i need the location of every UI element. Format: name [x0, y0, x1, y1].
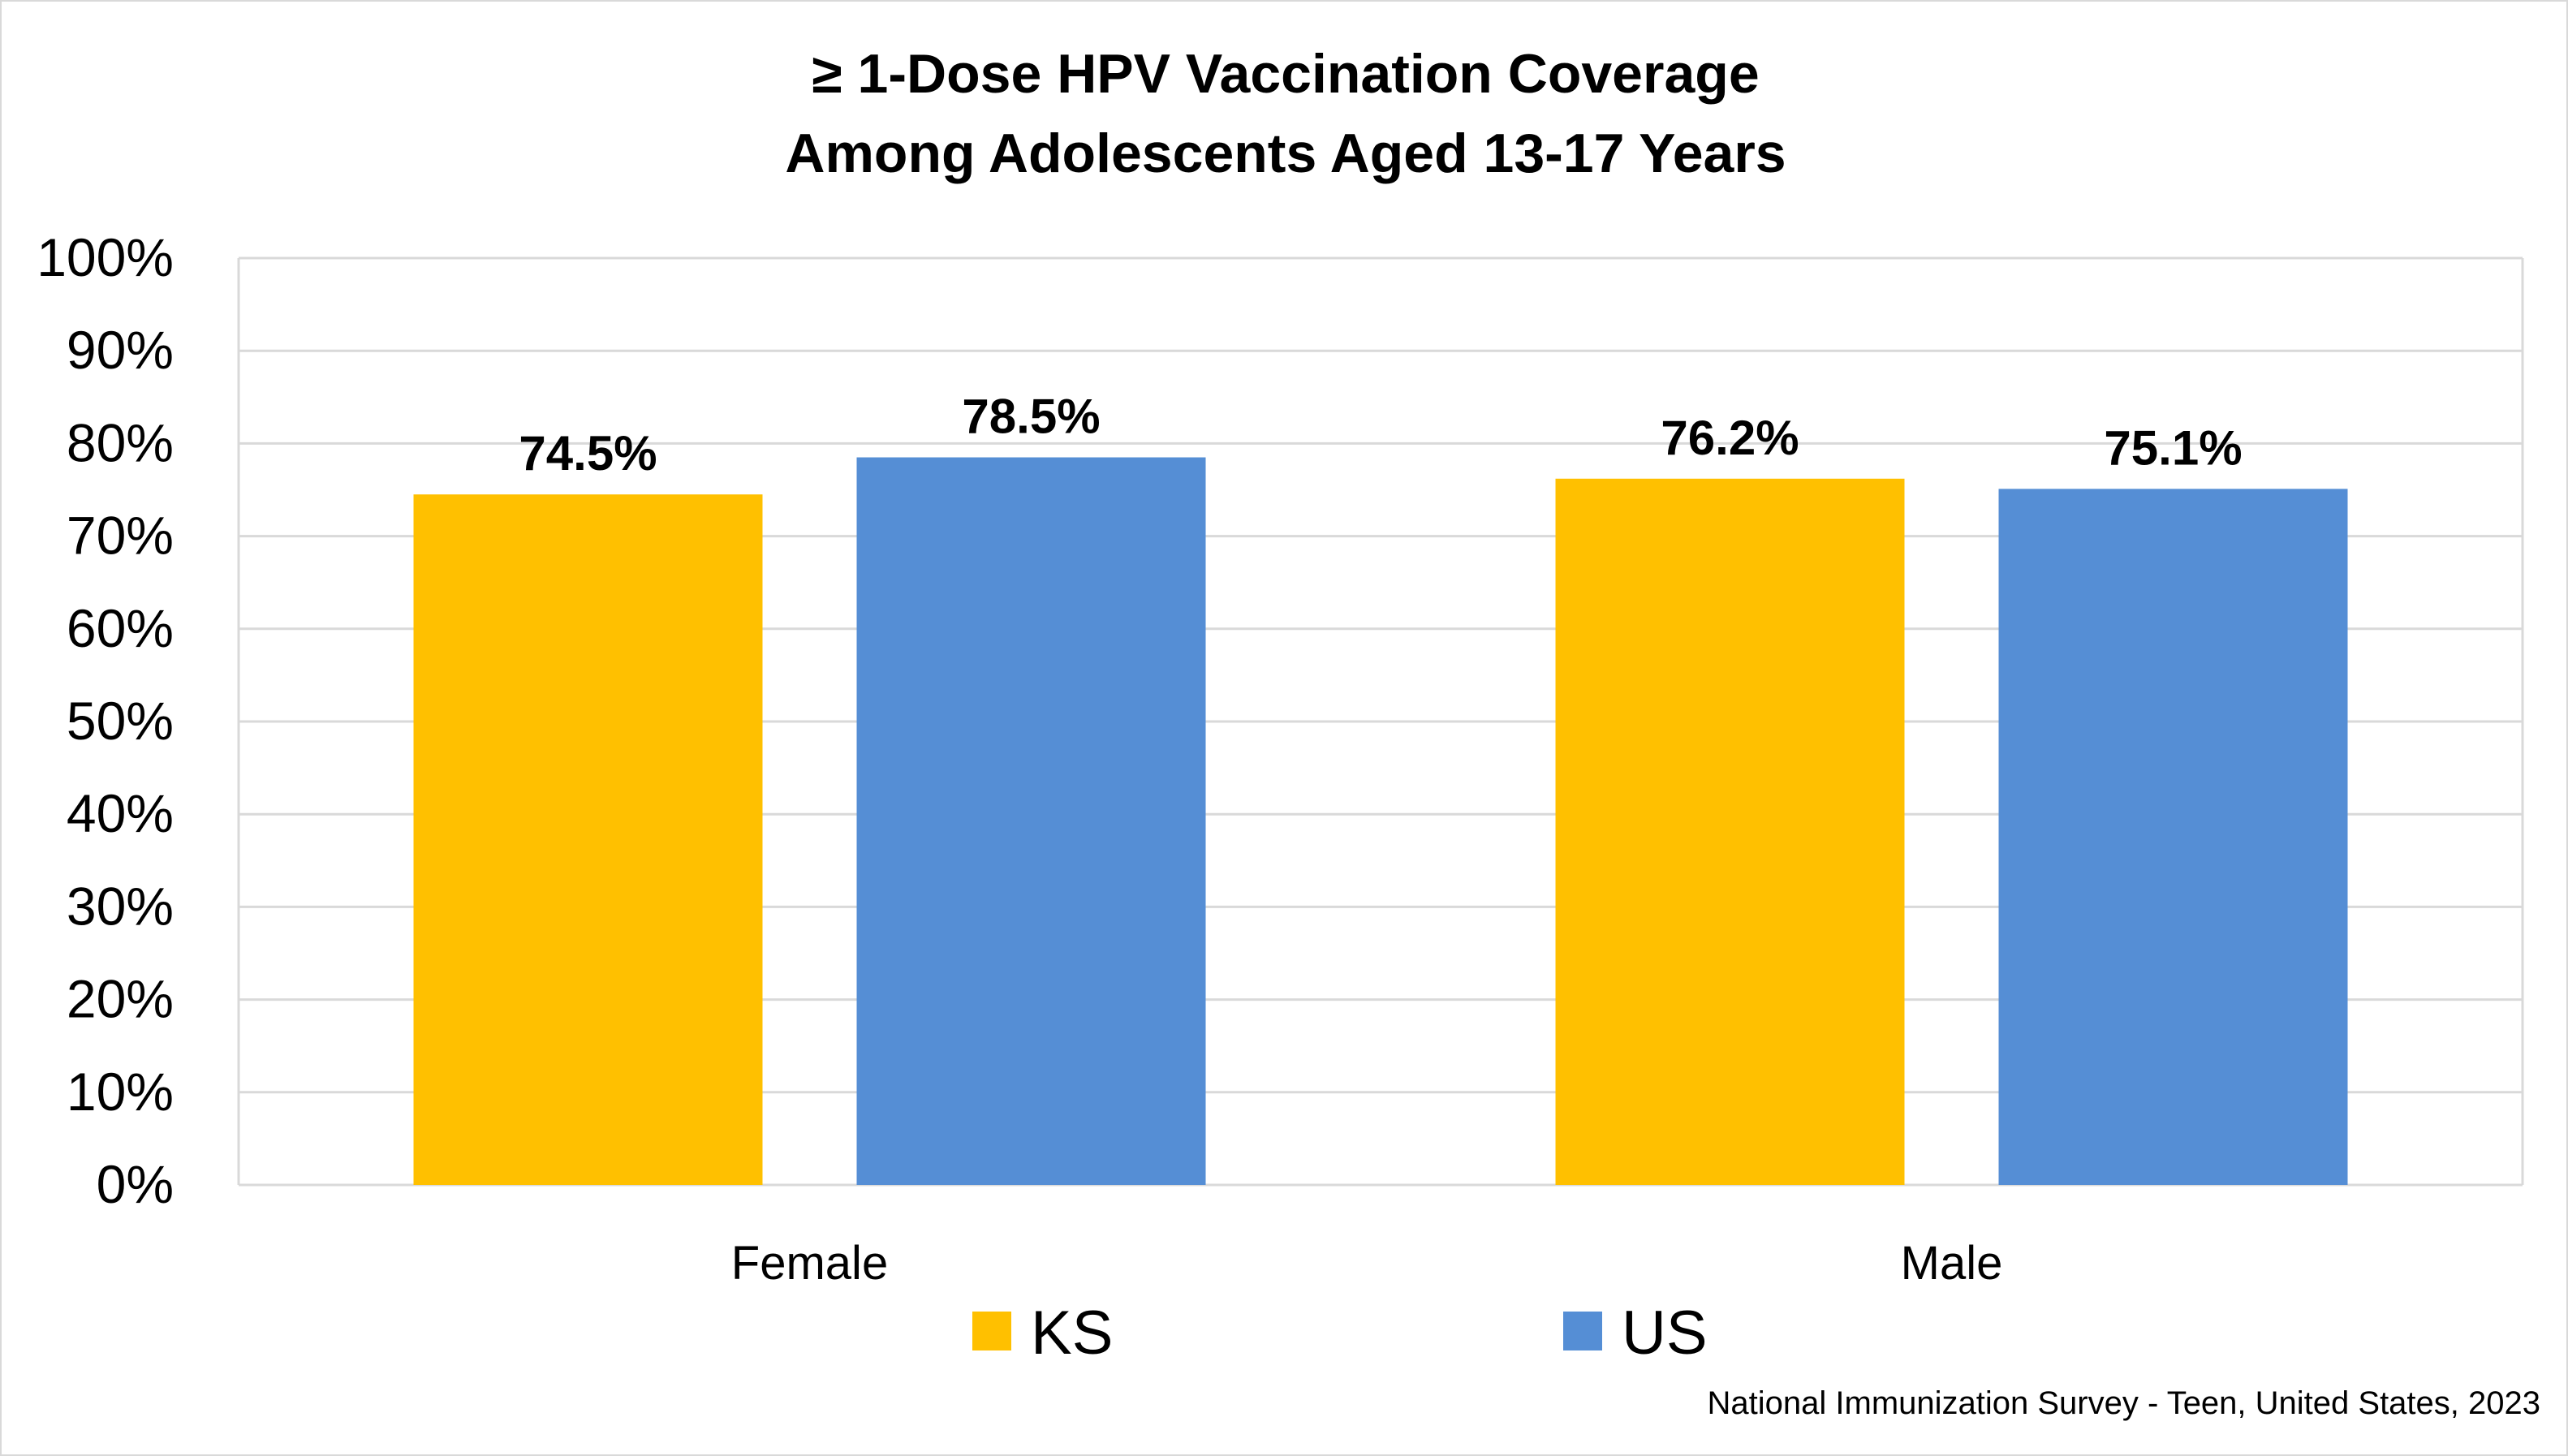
y-tick-label: 10%: [67, 1062, 174, 1122]
legend: KS US: [972, 1299, 1708, 1368]
legend-label: KS: [1031, 1299, 1113, 1368]
chart-title: ≥ 1-Dose HPV Vaccination Coverage Among …: [785, 43, 1786, 184]
y-axis: 0% 10% 20% 30% 40% 50% 60% 70% 80% 90% 100%: [37, 227, 174, 1214]
y-tick-label: 40%: [67, 783, 174, 843]
y-tick-label: 30%: [67, 876, 174, 936]
y-tick-label: 70%: [67, 506, 174, 566]
y-tick-label: 90%: [67, 320, 174, 380]
data-label-ks-male: 76.2%: [1661, 411, 1799, 465]
y-tick-label: 50%: [67, 691, 174, 751]
x-axis: Female Male: [731, 1237, 2003, 1290]
x-category-label: Male: [1901, 1237, 2003, 1290]
bar-ks-male: [1555, 478, 1905, 1185]
bar-ks-female: [413, 494, 763, 1185]
legend-swatch: [972, 1312, 1011, 1350]
bar-us-female: [856, 457, 1206, 1185]
data-label-us-male: 75.1%: [2104, 420, 2242, 475]
legend-label: US: [1622, 1299, 1708, 1368]
y-tick-label: 20%: [67, 969, 174, 1029]
chart-title-line-2: Among Adolescents Aged 13-17 Years: [785, 123, 1786, 184]
legend-swatch: [1563, 1312, 1602, 1350]
legend-item-ks: KS: [972, 1299, 1113, 1368]
y-tick-label: 80%: [67, 412, 174, 472]
chart-title-line-1: ≥ 1-Dose HPV Vaccination Coverage: [812, 43, 1759, 105]
bar-us-male: [1998, 489, 2348, 1185]
x-category-label: Female: [731, 1237, 888, 1290]
data-labels: 74.5% 78.5% 76.2% 75.1%: [519, 390, 2242, 481]
y-tick-label: 0%: [97, 1154, 174, 1214]
legend-item-us: US: [1563, 1299, 1708, 1368]
source-note: National Immunization Survey - Teen, Uni…: [1708, 1385, 2540, 1421]
data-label-ks-female: 74.5%: [519, 426, 657, 480]
data-label-us-female: 78.5%: [962, 390, 1100, 444]
y-tick-label: 100%: [37, 227, 174, 287]
y-tick-label: 60%: [67, 598, 174, 658]
bars: [413, 457, 2348, 1185]
